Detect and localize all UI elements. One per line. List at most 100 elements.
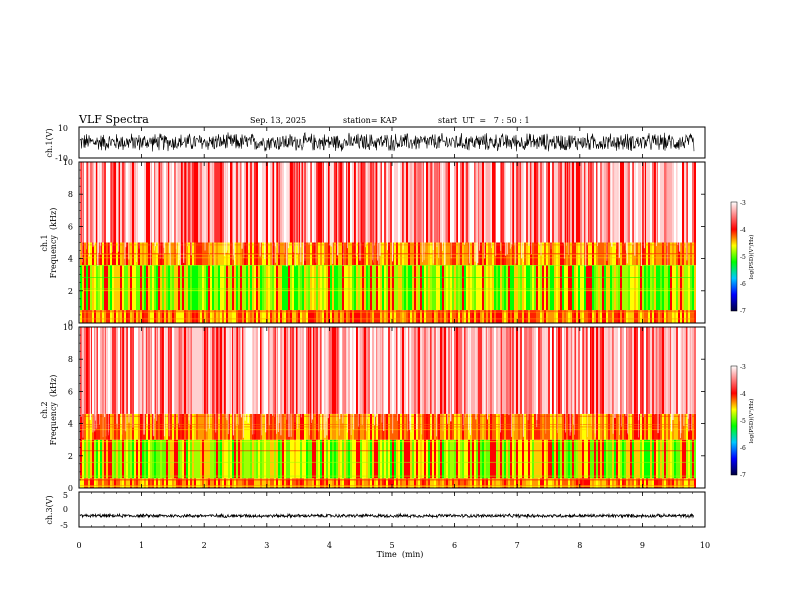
ch2-spectrogram-streak — [188, 327, 190, 421]
ch1-spectrogram-column — [652, 265, 654, 311]
ch1-spectrogram-column — [176, 162, 178, 243]
ch2-spectrogram-streak — [687, 327, 689, 419]
ch1-spectrogram-column — [144, 162, 146, 243]
ch1-spectrogram-column — [538, 310, 540, 323]
ch2-spectrogram-column — [604, 478, 606, 488]
ch2-spectrogram-column — [316, 327, 318, 414]
ch2-spectrogram-column — [540, 478, 542, 488]
ch2-spectrogram-ytick-label: 10 — [63, 323, 73, 332]
ch2-spectrogram-column — [608, 478, 610, 488]
ch2-spectrogram-streak — [572, 327, 575, 425]
ch1-spectrogram-column — [440, 162, 442, 243]
ch2-spectrogram-column — [326, 478, 328, 488]
ch2-spectrogram-column — [542, 439, 544, 479]
ch2-spectrogram-streak — [152, 327, 154, 436]
ch1-spectrogram-column — [288, 265, 290, 311]
ch1-spectrogram-column — [692, 162, 694, 243]
ch2-spectrogram-column — [294, 478, 296, 488]
ch2-spectrogram-streak — [324, 327, 326, 438]
ch2-spectrogram-column — [592, 478, 594, 488]
ch1-spectrogram-column — [300, 265, 302, 311]
ch2-spectrogram-column — [266, 478, 268, 488]
ch1-spectrogram-column — [296, 310, 298, 323]
ch1-spectrogram-column — [348, 310, 350, 323]
ch1-spectrogram-column — [208, 265, 210, 311]
ch1-spectrogram-streak — [430, 162, 432, 254]
ch2-spectrogram-streak — [277, 327, 279, 432]
ch1-spectrogram-column — [454, 265, 456, 311]
ch1-spectrogram-column — [322, 162, 324, 243]
ch1-spectrogram-column — [190, 162, 192, 243]
ch1-spectrogram-column — [180, 265, 182, 311]
ch2-spectrogram-column — [688, 439, 690, 479]
ch1-spectrogram-column — [486, 162, 488, 243]
ch1-spectrogram-column — [168, 265, 170, 311]
ch1-spectrogram-column — [172, 162, 174, 243]
start-time-label: start UT = 7 : 50 : 1 — [438, 116, 530, 125]
ch2-spectrogram-streak — [247, 327, 249, 423]
ch2-spectrogram-column — [574, 439, 576, 479]
ch1-spectrogram-streak — [234, 162, 235, 265]
ch2-spectrogram-column — [622, 327, 624, 414]
ch2-spectrogram-column — [82, 478, 84, 488]
ch1-spectrogram-column — [82, 265, 84, 311]
ch1-spectrogram-column — [502, 265, 504, 311]
ch2-spectrogram-column — [424, 478, 426, 488]
ch2-spectrogram-column — [652, 327, 654, 414]
ch2-spectrogram-column — [666, 478, 668, 488]
ch3-waveform-panel: 5 0 -5 ch.3(V) — [45, 491, 706, 530]
ch2-spectrogram-column — [552, 327, 554, 414]
ch1-spectrogram-column — [564, 162, 566, 243]
ch2-spectrogram-column — [116, 439, 118, 479]
ch2-spectrogram-column — [550, 327, 552, 414]
ch2-spectrogram-column — [632, 327, 634, 414]
ch2-spectrogram-column — [242, 478, 244, 488]
ch1-spectrogram-column — [562, 310, 564, 323]
ch2-spectrogram-column — [90, 439, 92, 479]
ch1-spectrogram-column — [574, 162, 576, 243]
ch2-spectrogram-column — [596, 439, 598, 479]
ch2-spectrogram-column — [538, 478, 540, 488]
ch1-spectrogram-column — [682, 310, 684, 323]
ch2-spectrogram-column — [492, 439, 494, 479]
ch2-spectrogram-column — [172, 439, 174, 479]
ch1-spectrogram-stripe — [80, 265, 695, 266]
ch1-spectrogram-column — [224, 265, 226, 311]
ch2-spectrogram-column — [544, 327, 546, 414]
ch1-spectrogram-column — [376, 162, 378, 243]
ch2-spectrogram-column — [468, 478, 470, 488]
ch2-spectrogram-column — [414, 478, 416, 488]
ch2-spectrogram-column — [298, 327, 300, 414]
ch1-spectrogram-column — [254, 310, 256, 323]
ch2-spectrogram-streak — [591, 327, 592, 427]
ch1-spectrogram-column — [118, 162, 120, 243]
ch1-spectrogram-column — [336, 265, 338, 311]
ch1-spectrogram-streak — [436, 162, 438, 247]
ch2-spectrogram-column — [128, 439, 130, 479]
ch2-spectrogram-column — [296, 478, 298, 488]
ch1-spectrogram-column — [464, 310, 466, 323]
ch2-spectrogram-band — [80, 439, 696, 479]
ch2-spectrogram-column — [148, 327, 150, 414]
ch2-spectrogram-column — [210, 478, 212, 488]
ch1-spectrogram-column — [292, 162, 294, 243]
ch2-spectrogram-column — [400, 478, 402, 488]
ch2-spectrogram-streak — [500, 327, 501, 433]
ch1-spectrogram-column — [170, 162, 172, 243]
ch2-spectrogram-column — [506, 478, 508, 488]
ch1-spectrogram-column — [550, 265, 552, 311]
ch1-spectrogram-column — [648, 162, 650, 243]
ch1-spectrogram-column — [226, 310, 228, 323]
ch2-spectrogram-column — [668, 478, 670, 488]
ch2-spectrogram-column — [126, 327, 128, 414]
ch2-spectrogram-column — [304, 327, 306, 414]
ch1-spectrogram-streak — [531, 162, 532, 254]
ch1-spectrogram-column — [616, 310, 618, 323]
ch2-spectrogram-column — [106, 478, 108, 488]
ch2-spectrogram-streak — [325, 327, 327, 415]
ch1-spectrogram-column — [510, 265, 512, 311]
ch1-spectrogram-column — [228, 310, 230, 323]
ch2-spectrogram-streak — [582, 327, 583, 426]
ch2-spectrogram-column — [292, 327, 294, 414]
ch2-spectrogram-column — [302, 478, 304, 488]
